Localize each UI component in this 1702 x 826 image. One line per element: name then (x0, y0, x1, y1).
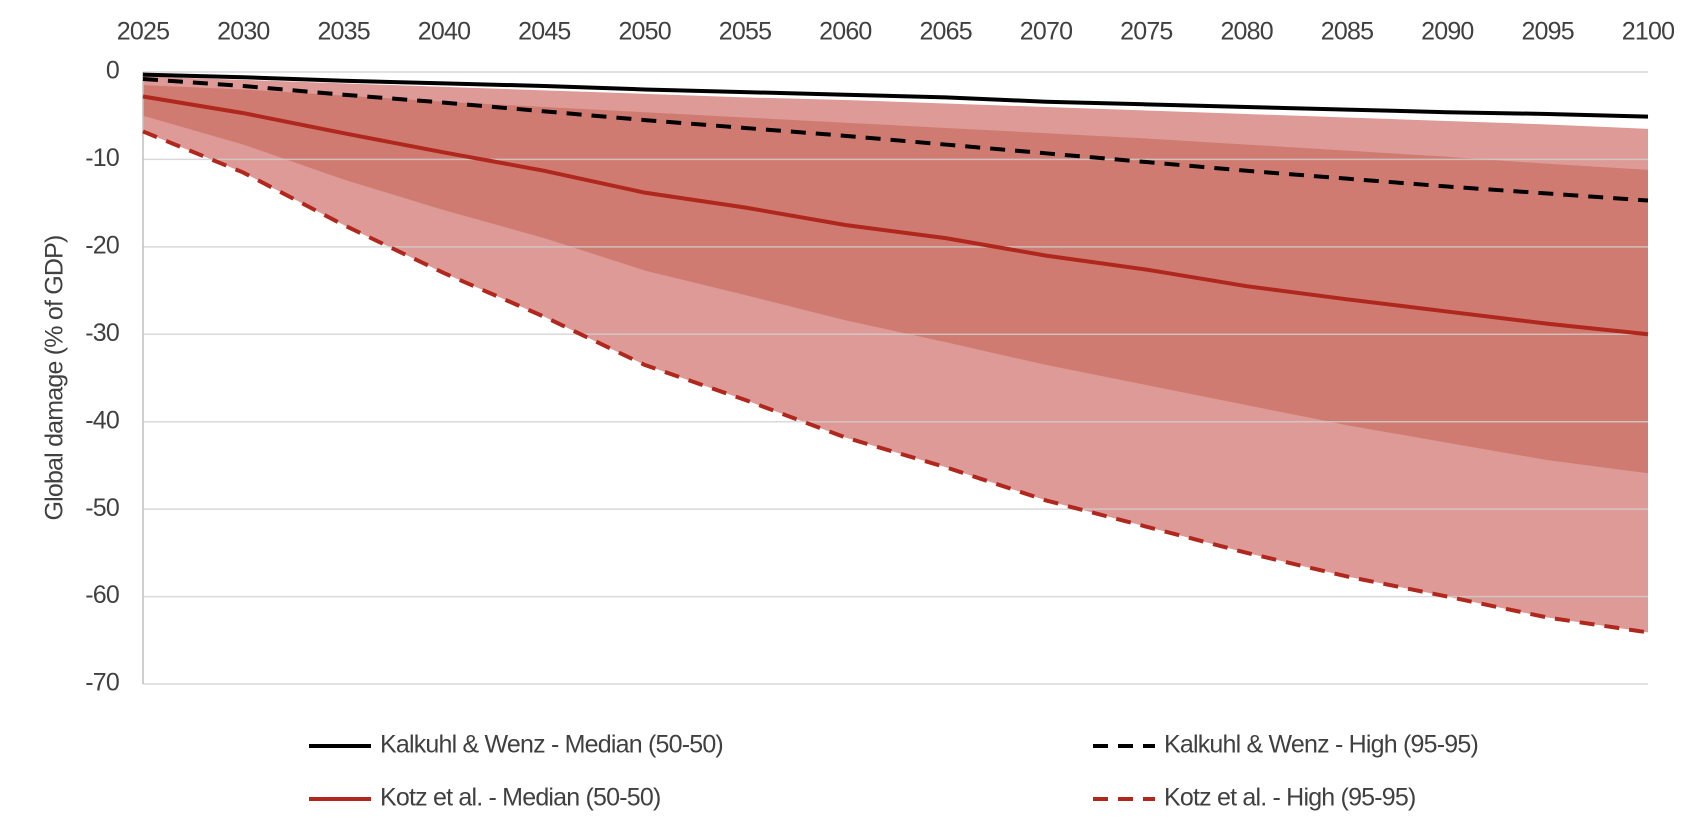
x-tick-label: 2040 (418, 18, 470, 46)
x-tick-label: 2090 (1421, 18, 1473, 46)
y-tick-label: -60 (85, 581, 119, 609)
x-tick-label: 2060 (819, 18, 871, 46)
legend-label: Kalkuhl & Wenz - Median (50-50) (380, 731, 723, 759)
y-tick-label: -30 (85, 319, 119, 347)
y-tick-label: -20 (85, 231, 119, 259)
x-tick-label: 2030 (217, 18, 269, 46)
x-tick-label: 2045 (518, 18, 570, 46)
legend-label: Kalkuhl & Wenz - High (95-95) (1164, 731, 1478, 759)
line (142, 94, 1649, 337)
x-tick-label: 2025 (117, 18, 169, 46)
x-tick-label: 2070 (1020, 18, 1072, 46)
line (142, 72, 1649, 119)
y-tick-label: -50 (85, 494, 119, 522)
y-tick-label: 0 (106, 57, 119, 85)
band (143, 85, 1648, 474)
x-tick-label: 2035 (317, 18, 369, 46)
x-tick-label: 2050 (618, 18, 670, 46)
legend-label: Kotz et al. - High (95-95) (1164, 784, 1416, 812)
y-tick-label: -70 (85, 669, 119, 697)
y-tick-label: -40 (85, 406, 119, 434)
y-tick-label: -10 (85, 144, 119, 172)
x-tick-label: 2075 (1120, 18, 1172, 46)
y-axis-label: Global damage (% of GDP) (41, 235, 69, 520)
line (142, 76, 1649, 203)
x-tick-label: 2100 (1622, 18, 1674, 46)
x-tick-label: 2065 (919, 18, 971, 46)
legend-label: Kotz et al. - Median (50-50) (380, 784, 661, 812)
x-tick-label: 2085 (1321, 18, 1373, 46)
x-tick-label: 2095 (1521, 18, 1573, 46)
x-tick-label: 2080 (1220, 18, 1272, 46)
x-tick-label: 2055 (719, 18, 771, 46)
line (142, 129, 1649, 635)
